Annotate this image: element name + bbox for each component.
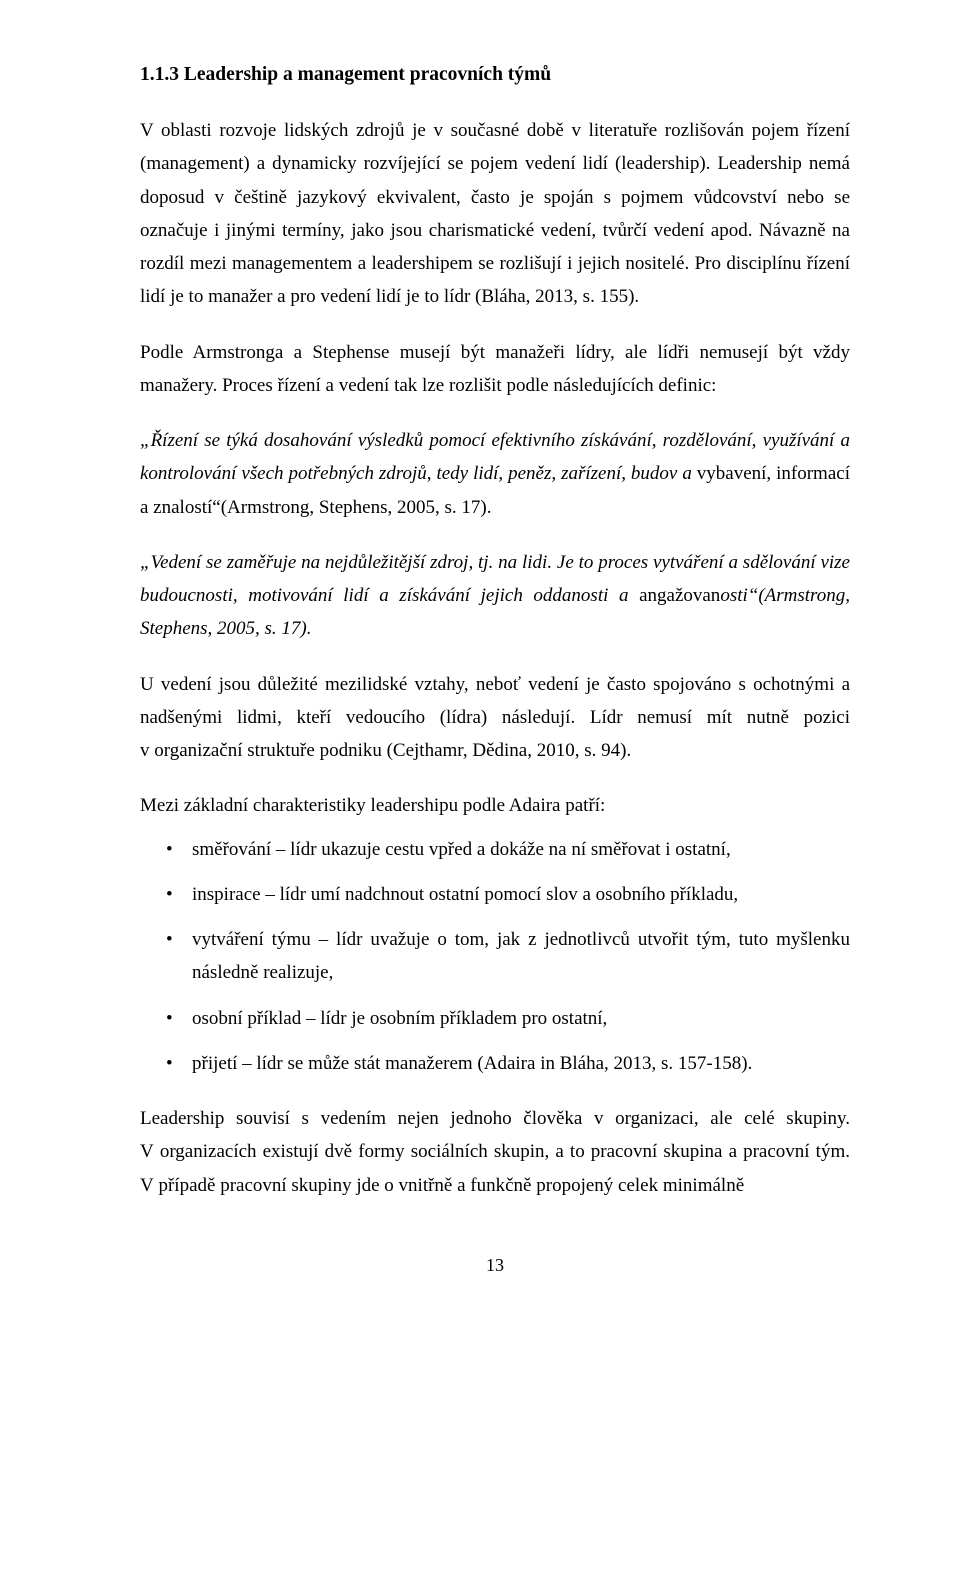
paragraph-7: Leadership souvisí s vedením nejen jedno… [140,1102,850,1202]
paragraph-3-quote: „Řízení se týká dosahování výsledků pomo… [140,424,850,524]
paragraph-6-intro: Mezi základní charakteristiky leadership… [140,789,850,822]
paragraph-4-quote: „Vedení se zaměřuje na nejdůležitější zd… [140,546,850,646]
paragraph-1: V oblasti rozvoje lidských zdrojů je v s… [140,114,850,314]
list-item: osobní příklad – lídr je osobním příklad… [140,1002,850,1035]
list-item: inspirace – lídr umí nadchnout ostatní p… [140,878,850,911]
page-number: 13 [140,1250,850,1282]
quote-mid: angažovan [639,585,720,606]
list-item: směřování – lídr ukazuje cestu vpřed a d… [140,833,850,866]
list-item: přijetí – lídr se může stát manažerem (A… [140,1047,850,1080]
paragraph-2: Podle Armstronga a Stephense musejí být … [140,336,850,403]
bullet-list: směřování – lídr ukazuje cestu vpřed a d… [140,833,850,1081]
section-heading: 1.1.3 Leadership a management pracovních… [140,58,850,92]
list-item: vytváření týmu – lídr uvažuje o tom, jak… [140,923,850,990]
paragraph-5: U vedení jsou důležité mezilidské vztahy… [140,668,850,768]
